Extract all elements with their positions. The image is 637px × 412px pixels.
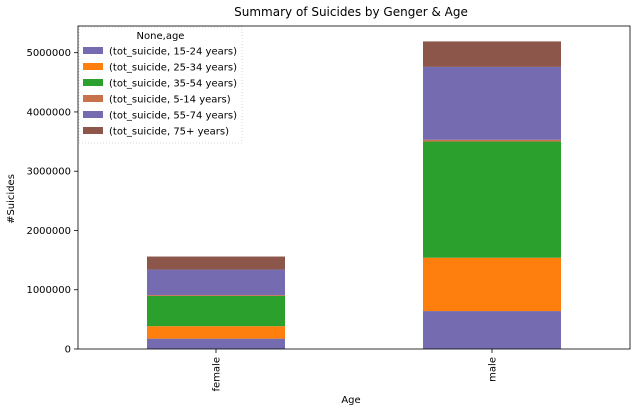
legend-title: None,age [137, 31, 185, 42]
bar-segment-male-6 [423, 41, 561, 67]
bar-segment-female-5 [147, 269, 285, 296]
bar-segment-male-4 [423, 139, 561, 142]
bar-segment-male-3 [423, 141, 561, 258]
y-tick-label: 3000000 [26, 167, 71, 178]
bar-segment-male-2 [423, 257, 561, 312]
legend-label-6: (tot_suicide, 75+ years) [109, 127, 229, 138]
legend-swatch-3 [83, 79, 103, 86]
bar-segment-female-1 [147, 338, 285, 349]
bar-segment-female-3 [147, 295, 285, 327]
bar-segment-female-6 [147, 256, 285, 270]
legend-label-4: (tot_suicide, 5-14 years) [109, 95, 231, 106]
legend-swatch-1 [83, 47, 103, 54]
x-tick-label-female: female [212, 357, 223, 391]
bars-layer [147, 41, 561, 349]
legend-label-2: (tot_suicide, 25-34 years) [109, 63, 237, 74]
legend-box [78, 26, 243, 144]
y-tick-label: 4000000 [26, 107, 71, 118]
plot-frame [77, 25, 631, 350]
legend-swatch-2 [83, 63, 103, 70]
legend-swatch-4 [83, 95, 103, 102]
legend-label-1: (tot_suicide, 15-24 years) [109, 47, 237, 58]
chart-title: Summary of Suicides by Genger & Age [234, 5, 468, 19]
bar-segment-male-1 [423, 311, 561, 349]
y-axis-title: #Suicides [6, 174, 17, 224]
y-tick-label: 5000000 [26, 48, 71, 59]
bar-segment-female-2 [147, 326, 285, 339]
y-tick-label: 1000000 [26, 285, 71, 296]
x-tick-label-male: male [488, 357, 499, 382]
legend-swatch-6 [83, 127, 103, 134]
y-tick-label: 2000000 [26, 226, 71, 237]
legend: None,age (tot_suicide, 15-24 years) (tot_s… [78, 26, 243, 144]
axes-layer: 0 1000000 2000000 3000000 4000000 5000000 fema… [26, 25, 631, 391]
bar-segment-female-4 [147, 295, 285, 296]
bar-segment-male-5 [423, 66, 561, 140]
legend-label-5: (tot_suicide, 55-74 years) [109, 111, 237, 122]
y-tick-label: 0 [65, 345, 71, 356]
x-axis-title: Age [341, 395, 360, 406]
legend-label-3: (tot_suicide, 35-54 years) [109, 79, 237, 90]
legend-swatch-5 [83, 111, 103, 118]
